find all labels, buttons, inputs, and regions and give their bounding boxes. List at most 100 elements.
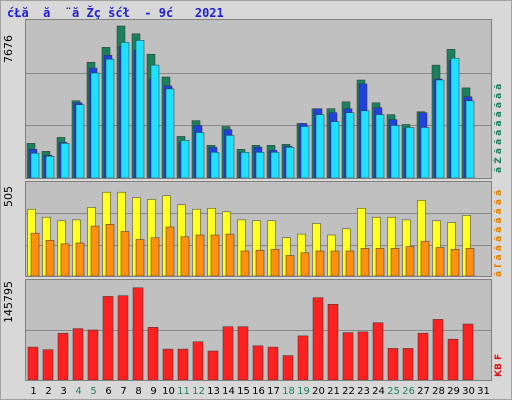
- x-tick-day14: 14: [222, 386, 235, 397]
- bar-middle-series2-day10: [165, 226, 175, 276]
- bar-bottom-series1-day15: [237, 326, 249, 380]
- x-tick-day7: 7: [120, 386, 126, 397]
- bar-middle-series2-day20: [315, 250, 325, 276]
- x-tick-day10: 10: [162, 386, 175, 397]
- bar-bottom-series1-day4: [72, 328, 84, 380]
- x-tick-day22: 22: [342, 386, 355, 397]
- bar-middle-series1-day16: [252, 220, 261, 276]
- bar-middle-series2-day2: [45, 240, 55, 276]
- visits-panel: [25, 19, 492, 179]
- bar-bottom-series1-day26: [402, 348, 414, 380]
- bar-bottom-series1-day10: [162, 348, 174, 380]
- bar-top-series3-day26: [405, 127, 415, 178]
- bar-bottom-series1-day23: [357, 331, 369, 380]
- bar-top-series3-day21: [330, 121, 340, 178]
- bar-top-series3-day8: [135, 40, 145, 178]
- bar-middle-series2-day1: [30, 232, 40, 276]
- bar-bottom-series1-day30: [462, 323, 474, 380]
- bar-middle-series2-day9: [150, 237, 160, 276]
- bar-middle-series2-day19: [300, 252, 310, 276]
- bar-middle-series2-day13: [210, 234, 220, 276]
- bar-top-series3-day19: [300, 126, 310, 178]
- x-tick-day9: 9: [150, 386, 156, 397]
- x-tick-day31: 31: [477, 386, 490, 397]
- x-tick-day26: 26: [402, 386, 415, 397]
- bar-middle-series1-day30: [462, 215, 471, 276]
- top-side-label: ă Ź ă ă ă ă ă ă ă ă: [494, 83, 504, 173]
- bar-top-series3-day30: [465, 100, 475, 178]
- bar-top-series3-day17: [270, 152, 280, 178]
- bar-middle-series2-day22: [345, 250, 355, 276]
- x-tick-day6: 6: [105, 386, 111, 397]
- bar-middle-series2-day6: [105, 224, 115, 276]
- bandwidth-chart: [26, 287, 491, 380]
- x-tick-day3: 3: [60, 386, 66, 397]
- bar-middle-series2-day28: [435, 247, 445, 276]
- bar-bottom-series1-day9: [147, 327, 159, 380]
- x-tick-day18: 18: [282, 386, 295, 397]
- bar-top-series3-day11: [180, 140, 190, 178]
- bar-top-series3-day5: [90, 72, 100, 178]
- x-tick-day2: 2: [45, 386, 51, 397]
- bar-bottom-series1-day7: [117, 295, 129, 380]
- pages-chart: [26, 191, 491, 276]
- bar-bottom-series1-day21: [327, 304, 339, 380]
- bar-top-series3-day14: [225, 135, 235, 178]
- x-tick-day30: 30: [462, 386, 475, 397]
- bar-middle-series2-day24: [375, 248, 385, 276]
- bar-middle-series1-day20: [312, 223, 321, 276]
- x-tick-day15: 15: [237, 386, 250, 397]
- bar-middle-series1-day8: [132, 197, 141, 276]
- pages-panel: [25, 181, 492, 277]
- bar-top-series3-day22: [345, 112, 355, 178]
- bar-middle-series2-day21: [330, 250, 340, 276]
- x-tick-day16: 16: [252, 386, 265, 397]
- x-tick-day28: 28: [432, 386, 445, 397]
- bar-top-series3-day13: [210, 152, 220, 178]
- bar-middle-series2-day15: [240, 250, 250, 276]
- x-tick-day8: 8: [135, 386, 141, 397]
- bar-middle-series2-day4: [75, 242, 85, 276]
- bar-bottom-series1-day29: [447, 338, 459, 380]
- bar-top-series3-day23: [360, 110, 370, 178]
- middle-side-label: ă ľ ă ă ă ă ă ă ă ă: [494, 189, 504, 277]
- bar-top-series3-day4: [75, 104, 85, 178]
- bar-middle-series2-day27: [420, 240, 430, 276]
- x-tick-day17: 17: [267, 386, 280, 397]
- x-tick-day5: 5: [90, 386, 96, 397]
- bar-middle-series2-day7: [120, 231, 130, 276]
- bar-top-series3-day15: [240, 152, 250, 178]
- x-tick-day1: 1: [30, 386, 36, 397]
- bar-top-series3-day24: [375, 114, 385, 178]
- bar-bottom-series1-day16: [252, 345, 264, 380]
- x-tick-day29: 29: [447, 386, 460, 397]
- x-tick-day25: 25: [387, 386, 400, 397]
- bar-middle-series2-day12: [195, 234, 205, 276]
- bar-bottom-series1-day2: [42, 349, 54, 380]
- middle-panel-max-label: 505: [2, 186, 15, 207]
- bar-bottom-series1-day11: [177, 348, 189, 380]
- bar-bottom-series1-day13: [207, 350, 219, 380]
- bar-bottom-series1-day18: [282, 355, 294, 380]
- bar-top-series3-day16: [255, 152, 265, 178]
- bar-middle-series2-day14: [225, 233, 235, 276]
- bar-top-series3-day2: [45, 155, 55, 178]
- bar-middle-series2-day26: [405, 246, 415, 276]
- top-panel-max-label: 7676: [2, 35, 15, 63]
- bar-middle-series2-day23: [360, 248, 370, 276]
- bar-top-series3-day1: [30, 152, 40, 178]
- bar-middle-series1-day25: [387, 216, 396, 276]
- bar-bottom-series1-day25: [387, 348, 399, 380]
- bar-top-series3-day28: [435, 79, 445, 178]
- bar-bottom-series1-day5: [87, 329, 99, 380]
- bar-middle-series2-day3: [60, 243, 70, 276]
- bar-top-series3-day27: [420, 127, 430, 178]
- bar-middle-series2-day18: [285, 255, 295, 276]
- bar-bottom-series1-day8: [132, 287, 144, 380]
- bar-bottom-series1-day20: [312, 297, 324, 380]
- bar-middle-series2-day5: [90, 225, 100, 276]
- bar-top-series3-day20: [315, 114, 325, 178]
- visits-chart: [26, 25, 491, 178]
- x-tick-day4: 4: [75, 386, 81, 397]
